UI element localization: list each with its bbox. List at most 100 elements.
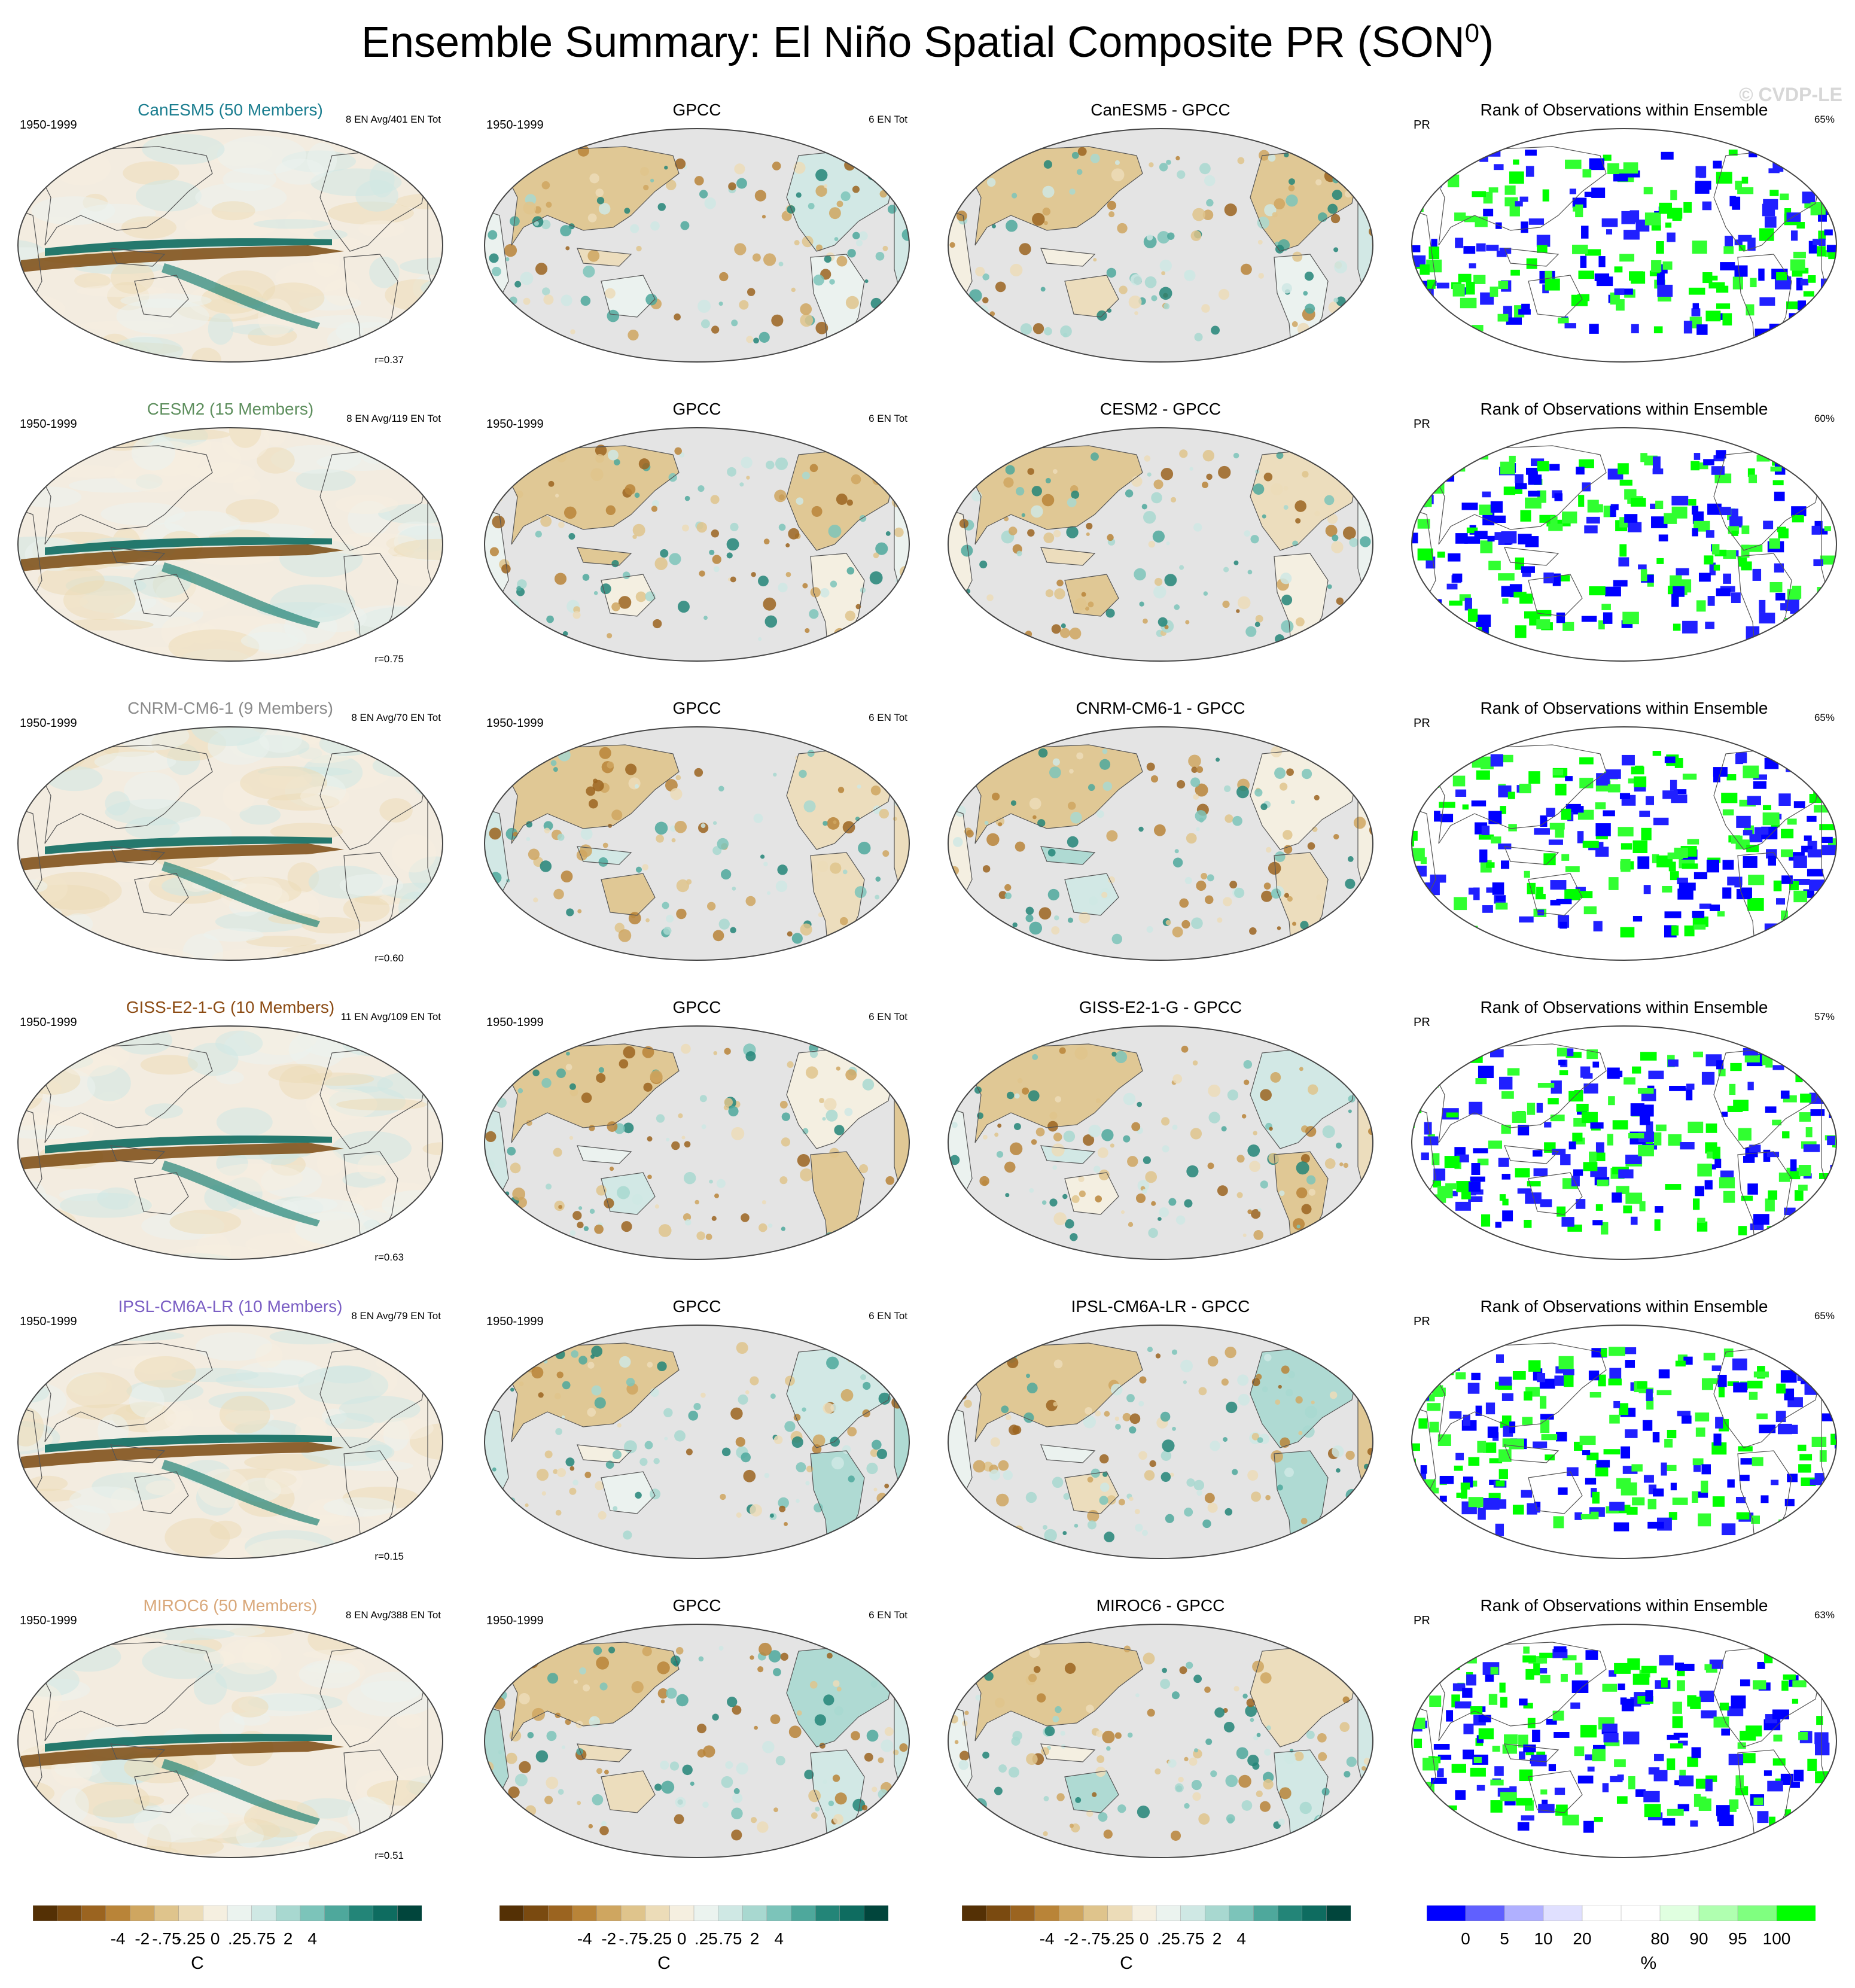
colorbar-tick-label: 100 [1762,1929,1791,1948]
colorbar-tick-label: -.25 [1105,1929,1135,1948]
map-rank [1411,1624,1837,1858]
colorbar-anomaly: -4 -2 -.75 -.25 0.25.75 2 4 C [499,1905,889,1983]
map-diff [948,1025,1373,1260]
panel-title: Rank of Observations within Ensemble [1480,1297,1768,1316]
colorbar-swatch [1621,1905,1661,1922]
pattern-correlation: r=0.51 [374,1850,404,1861]
map-rank [1411,128,1837,363]
panel-right-label: 8 EN Avg/119 EN Tot [346,413,441,424]
map-diff [948,726,1373,961]
map-panel-model: MIROC6 (50 Members) 1950-1999 8 EN Avg/388… [9,1579,452,1861]
colorbar-tick-label: -2 [601,1929,617,1948]
colorbar-swatch [130,1905,155,1922]
colorbar-tick-label: 2 [1212,1929,1222,1948]
colorbar-swatch [397,1905,422,1922]
colorbar-tick-label: -4 [110,1929,126,1948]
colorbar-tick-label: 80 [1650,1929,1670,1948]
colorbar-tick-label: 10 [1534,1929,1553,1948]
colorbar-tick-label: -.75 [1081,1929,1110,1948]
colorbar-tick-label: .25 [694,1929,718,1948]
colorbar-tick-label: 4 [1236,1929,1246,1948]
colorbar-tick-label: 0 [1139,1929,1149,1948]
colorbar-swatch [324,1905,349,1922]
map-model [17,1325,443,1559]
colorbar-swatch [669,1905,695,1922]
panel-title: GPCC [672,1297,721,1316]
panel-title: GPCC [672,400,721,418]
panel-left-label: 1950-1999 [486,717,544,730]
panel-right-label: 6 EN Tot [869,1609,907,1621]
colorbar-tick-label: -2 [135,1929,150,1948]
colorbar-tick-label: -4 [577,1929,592,1948]
map-panel-obs: GPCC 1950-1999 6 EN Tot [476,84,918,365]
panel-title: GPCC [672,101,721,119]
colorbar-swatch [1698,1905,1738,1922]
panel-right-label: 63% [1814,1609,1835,1621]
map-rank [1411,1325,1837,1559]
colorbar-unit: C [1120,1953,1133,1973]
colorbar-swatch [1156,1905,1181,1922]
watermark-text: © CVDP-LE [1739,84,1842,105]
map-panel-model: CanESM5 (50 Members) 1950-1999 8 EN Avg/40… [9,84,452,366]
panel-right-label: 6 EN Tot [869,712,907,723]
map-obs [484,427,910,662]
panel-left-label: PR [1414,118,1430,132]
colorbar-tick-label: .75 [718,1929,742,1948]
colorbar-swatch [1132,1905,1157,1922]
pattern-correlation: r=0.63 [374,1252,404,1263]
colorbar-swatch [1504,1905,1544,1922]
map-diff [948,1325,1373,1559]
colorbar-swatch [373,1905,398,1922]
colorbar-tick-label: 2 [283,1929,293,1948]
colorbar-swatch [251,1905,276,1922]
map-panel-diff: MIROC6 - GPCC [939,1579,1382,1861]
colorbar-swatch [1107,1905,1133,1922]
colorbar-swatch [1083,1905,1108,1922]
colorbar-tick-label: .25 [227,1929,251,1948]
colorbar-swatch [154,1905,179,1922]
panel-title: GISS-E2-1-G (10 Members) [126,998,335,1016]
colorbar-anomaly: -4 -2 -.75 -.25 0.25.75 2 4 C [961,1905,1351,1983]
panel-title: CESM2 (15 Members) [147,400,314,418]
panel-right-label: 6 EN Tot [869,413,907,424]
colorbar-swatch [1010,1905,1035,1922]
panel-left-label: 1950-1999 [20,118,77,132]
panel-left-label: PR [1414,1016,1430,1029]
colorbar-tick-label: 90 [1689,1929,1708,1948]
page-title: Ensemble Summary: El Niño Spatial Compos… [361,19,1494,66]
map-model [17,1624,443,1858]
map-panel-obs: GPCC 1950-1999 6 EN Tot [476,1579,918,1861]
colorbar-swatch [276,1905,301,1922]
colorbar-rank: 0 5 10 20 80 90 95 100% [1426,1905,1816,1983]
colorbar-swatch [620,1905,646,1922]
panel-left-label: 1950-1999 [486,1016,544,1029]
colorbar-swatch [1277,1905,1303,1922]
panel-left-label: 1950-1999 [486,1315,544,1328]
panel-right-label: 6 EN Tot [869,114,907,125]
panel-right-label: 57% [1814,1011,1835,1022]
colorbar-swatch [203,1905,228,1922]
panel-right-label: 65% [1814,712,1835,723]
map-diff [948,1624,1373,1858]
colorbar-swatches [1426,1905,1816,1922]
colorbar-tick-label: 0 [210,1929,220,1948]
colorbar-tick-label: -.25 [176,1929,206,1948]
panel-right-label: 60% [1814,413,1835,424]
colorbar-swatch [1659,1905,1699,1922]
panel-title: CNRM-CM6-1 (9 Members) [127,699,333,717]
panel-right-label: 8 EN Avg/79 EN Tot [351,1310,441,1322]
map-model [17,1025,443,1260]
panel-right-label: 65% [1814,1310,1835,1322]
map-panel-rank: Rank of Observations within Ensemble PR 63… [1403,1579,1845,1861]
panel-left-label: 1950-1999 [20,717,77,730]
colorbar-tick-label: 20 [1573,1929,1592,1948]
colorbar-swatch [1229,1905,1254,1922]
colorbar-swatch [1465,1905,1505,1922]
panel-title: CanESM5 (50 Members) [138,101,323,119]
map-panel-obs: GPCC 1950-1999 6 EN Tot [476,682,918,963]
panel-left-label: 1950-1999 [486,418,544,431]
panel-title: Rank of Observations within Ensemble [1480,101,1768,119]
colorbar-tick-label: .75 [1181,1929,1205,1948]
panel-title: Rank of Observations within Ensemble [1480,998,1768,1016]
panel-title: GPCC [672,699,721,717]
